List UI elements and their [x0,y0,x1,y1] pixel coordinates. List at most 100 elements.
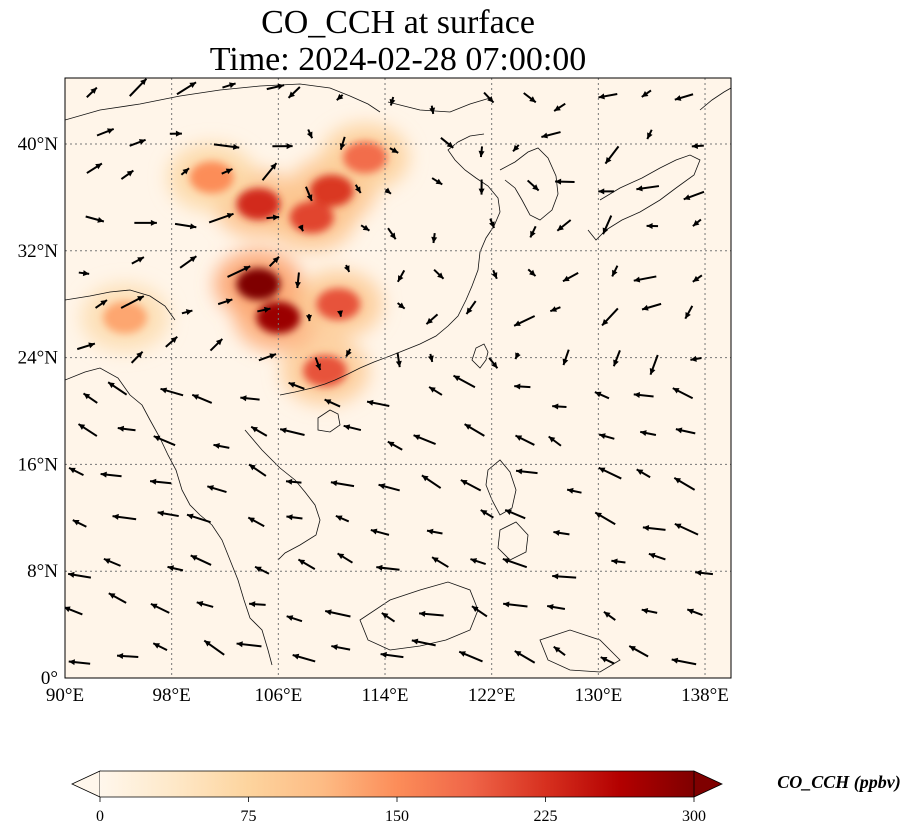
wind-arrow [553,645,566,656]
wind-arrow [116,653,139,659]
wind-arrow [453,374,476,389]
wind-arrow [254,565,270,575]
wind-arrow [85,215,105,223]
wind-arrow [248,463,267,477]
wind-arrow [286,615,303,623]
wind-arrow [675,427,696,435]
wind-arrow [108,592,127,604]
wind-arrow [502,558,528,569]
wind-arrow [129,78,148,97]
wind-arrow [628,645,649,658]
wind-arrow [553,102,566,112]
wind-arrow [337,552,353,564]
wind-arrow [279,427,305,436]
wind-arrow [431,177,443,186]
wind-arrow [695,569,714,576]
wind-arrow [314,357,322,371]
wind-arrow [553,529,570,536]
wind-arrow [266,83,285,91]
wind-arrow [562,349,570,366]
wind-arrow [673,476,696,491]
wind-arrow [207,485,227,494]
colorbar-tick-label: 150 [385,808,409,825]
wind-arrow [646,129,653,140]
wind-arrow [514,383,531,390]
chart-subtitle: Time: 2024-02-28 07:00:00 [210,41,587,78]
hotspot-3 [236,188,281,221]
wind-arrow [491,269,498,280]
wind-arrow [94,299,108,309]
wind-arrow [598,466,622,480]
wind-arrow [411,638,436,647]
wind-arrow [152,642,168,652]
wind-arrow [354,184,362,194]
wind-vectors [65,78,714,666]
wind-arrow [440,137,454,149]
wind-arrow [370,528,390,536]
wind-arrow [397,302,406,310]
wind-arrow [649,354,659,376]
wind-arrow [247,516,265,528]
wind-arrow [426,528,443,535]
wind-arrow [294,272,301,289]
wind-arrow [324,609,351,618]
wind-arrow [266,214,280,221]
wind-arrow [306,129,314,139]
wind-arrow [336,93,344,101]
wind-arrow [331,644,351,651]
wind-arrow [117,425,136,432]
y-tick-label: 24°N [18,348,59,369]
wind-arrow [598,433,615,440]
hotspot-9 [189,161,234,194]
wind-arrow [641,607,658,614]
wind-arrow [691,142,704,149]
wind-arrow [186,513,211,524]
wind-arrow [149,478,172,485]
wind-arrow [203,639,225,656]
wind-arrow [526,179,540,192]
wind-arrow [425,313,439,325]
wind-arrow [523,92,537,104]
wind-arrow [642,525,666,532]
wind-arrow [602,215,613,235]
wind-arrow [76,342,96,351]
wind-arrow [209,338,224,352]
hotspot-8 [303,354,348,387]
wind-arrow [396,269,406,283]
wind-arrow [86,162,103,174]
wind-arrow [257,306,271,313]
wind-arrow [227,265,251,278]
wind-arrow [672,387,694,400]
wind-arrow [515,434,535,446]
wind-arrow [68,467,84,476]
chart-title: CO_CCH at surface [261,4,535,41]
hotspot-0 [236,268,281,301]
x-axis-ticks: 90°E 98°E 106°E 114°E 122°E 130°E 138°E [46,685,729,706]
wind-arrow [458,650,483,663]
wind-arrow [287,86,301,99]
wind-arrow [288,381,305,390]
wind-arrow [503,601,528,608]
wind-arrow [419,610,444,617]
wind-arrow [504,508,526,520]
wind-arrow [541,131,561,139]
wind-arrow [547,604,566,610]
wind-arrow [160,387,184,397]
wind-arrow [268,255,280,267]
wind-arrow [612,350,621,367]
wind-arrow [692,218,702,227]
wind-arrow [157,510,179,518]
wind-arrow [601,307,619,327]
wind-arrow [249,601,266,608]
wind-arrow [240,395,260,402]
wind-arrow [641,302,662,311]
wind-arrow [213,443,230,449]
wind-arrow [167,565,184,572]
wind-arrow [431,556,449,568]
wind-arrow [603,610,616,621]
wind-arrow [483,91,495,104]
wind-arrow [556,219,572,232]
y-tick-label: 16°N [18,454,59,475]
wind-arrow [339,136,346,150]
